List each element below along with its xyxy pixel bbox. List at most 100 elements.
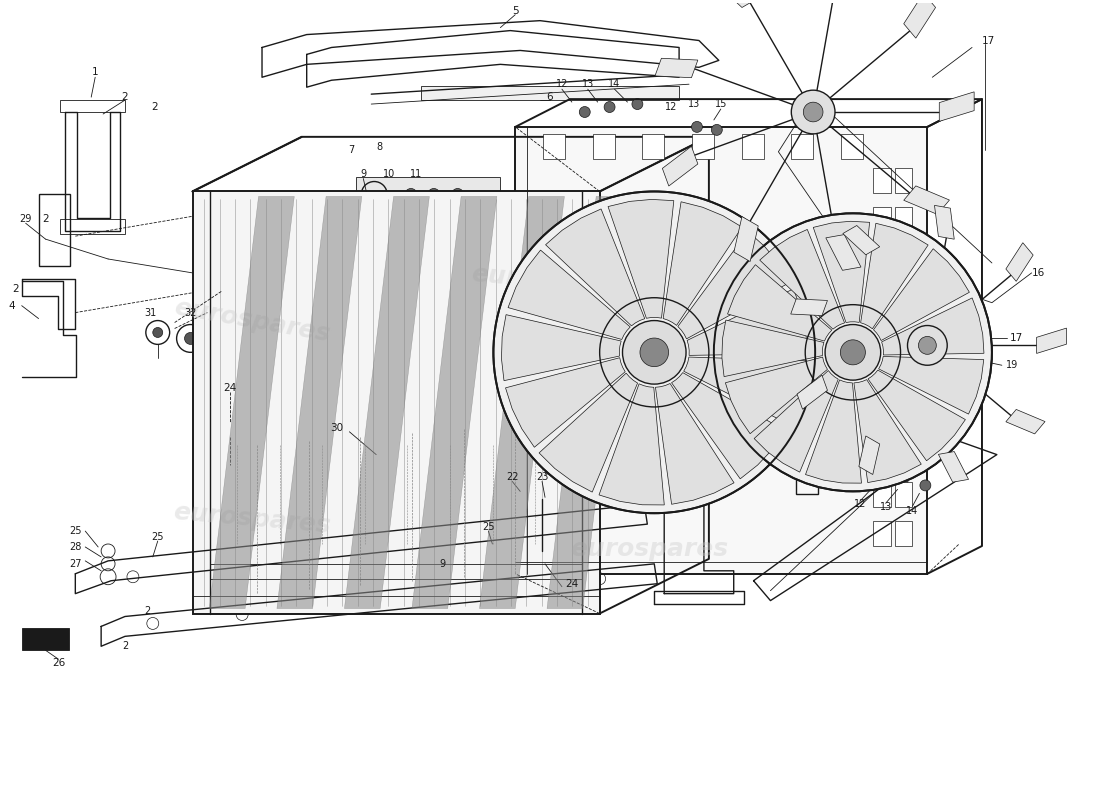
Text: 14: 14 <box>906 506 918 516</box>
Circle shape <box>535 549 550 565</box>
Polygon shape <box>904 0 936 38</box>
Polygon shape <box>684 357 807 424</box>
Polygon shape <box>678 231 790 339</box>
Polygon shape <box>755 370 838 472</box>
Text: 5: 5 <box>512 6 518 16</box>
Text: 32: 32 <box>185 308 197 318</box>
Circle shape <box>640 338 669 366</box>
Text: eurospares: eurospares <box>172 295 332 346</box>
Text: eurospares: eurospares <box>470 262 630 300</box>
Polygon shape <box>826 234 861 270</box>
Bar <box>418 214 487 241</box>
Polygon shape <box>1005 242 1033 282</box>
Bar <box>894 442 913 467</box>
Text: 10: 10 <box>383 169 395 178</box>
Polygon shape <box>539 373 638 492</box>
Text: 29: 29 <box>20 214 32 224</box>
Bar <box>894 364 913 389</box>
Polygon shape <box>935 206 955 239</box>
Bar <box>796 427 818 494</box>
Polygon shape <box>663 202 742 326</box>
Polygon shape <box>688 289 807 355</box>
Polygon shape <box>881 298 984 355</box>
Text: 28: 28 <box>69 542 81 552</box>
Text: 12: 12 <box>666 102 678 112</box>
Polygon shape <box>546 209 645 326</box>
Polygon shape <box>1036 328 1067 354</box>
Circle shape <box>623 321 686 384</box>
Bar <box>593 134 615 158</box>
Bar <box>791 134 813 158</box>
Polygon shape <box>939 92 975 122</box>
Bar <box>872 521 891 546</box>
Text: 23: 23 <box>536 473 548 482</box>
Polygon shape <box>904 186 949 214</box>
Circle shape <box>840 340 866 365</box>
Bar <box>894 403 913 428</box>
Text: 30: 30 <box>330 423 343 433</box>
Polygon shape <box>879 357 983 414</box>
Bar <box>872 286 891 310</box>
Polygon shape <box>860 223 928 329</box>
Text: 12: 12 <box>854 499 866 510</box>
Bar <box>741 134 763 158</box>
Text: 16: 16 <box>1032 268 1045 278</box>
Circle shape <box>604 102 615 113</box>
Polygon shape <box>671 373 785 479</box>
Circle shape <box>898 476 907 487</box>
Polygon shape <box>412 197 497 609</box>
Text: 22: 22 <box>506 473 518 482</box>
Text: 13: 13 <box>688 99 700 109</box>
Polygon shape <box>868 370 966 461</box>
Circle shape <box>185 333 197 344</box>
Polygon shape <box>209 197 295 609</box>
Text: eurospares: eurospares <box>173 500 332 538</box>
Text: 2: 2 <box>936 453 943 462</box>
Bar <box>421 86 679 100</box>
Bar <box>894 521 913 546</box>
Text: 31: 31 <box>145 308 157 318</box>
Polygon shape <box>727 265 832 341</box>
Text: eurospares: eurospares <box>570 537 728 561</box>
Circle shape <box>920 480 931 491</box>
Circle shape <box>791 90 835 134</box>
Polygon shape <box>502 314 622 381</box>
Circle shape <box>153 327 163 338</box>
Text: 2: 2 <box>122 642 128 651</box>
Text: 25: 25 <box>152 532 164 542</box>
Polygon shape <box>1005 410 1045 434</box>
Circle shape <box>580 106 591 118</box>
Bar <box>60 100 125 112</box>
Circle shape <box>874 472 886 483</box>
Text: 15: 15 <box>715 99 727 109</box>
Bar <box>894 207 913 232</box>
Circle shape <box>428 189 440 200</box>
Text: 8: 8 <box>376 142 383 152</box>
Text: 24: 24 <box>223 383 236 393</box>
Text: 11: 11 <box>410 169 422 178</box>
Bar <box>692 134 714 158</box>
Bar <box>894 482 913 506</box>
Polygon shape <box>656 383 734 504</box>
Circle shape <box>221 419 239 437</box>
Text: 2: 2 <box>122 92 129 102</box>
Text: 6: 6 <box>547 92 553 102</box>
Bar <box>872 246 891 271</box>
Circle shape <box>692 122 703 132</box>
Polygon shape <box>859 436 880 474</box>
Polygon shape <box>662 146 697 186</box>
Text: 7: 7 <box>349 145 354 154</box>
Text: 2: 2 <box>145 606 151 615</box>
Polygon shape <box>843 226 880 255</box>
Circle shape <box>918 337 936 354</box>
Bar <box>642 134 664 158</box>
Polygon shape <box>715 0 758 7</box>
Text: 17: 17 <box>982 35 996 46</box>
Bar <box>22 629 69 650</box>
Text: 24: 24 <box>565 578 579 589</box>
Polygon shape <box>798 375 827 410</box>
Text: 9: 9 <box>360 169 366 178</box>
Text: 2: 2 <box>829 433 836 442</box>
Polygon shape <box>813 222 870 322</box>
Text: 12: 12 <box>556 79 568 90</box>
